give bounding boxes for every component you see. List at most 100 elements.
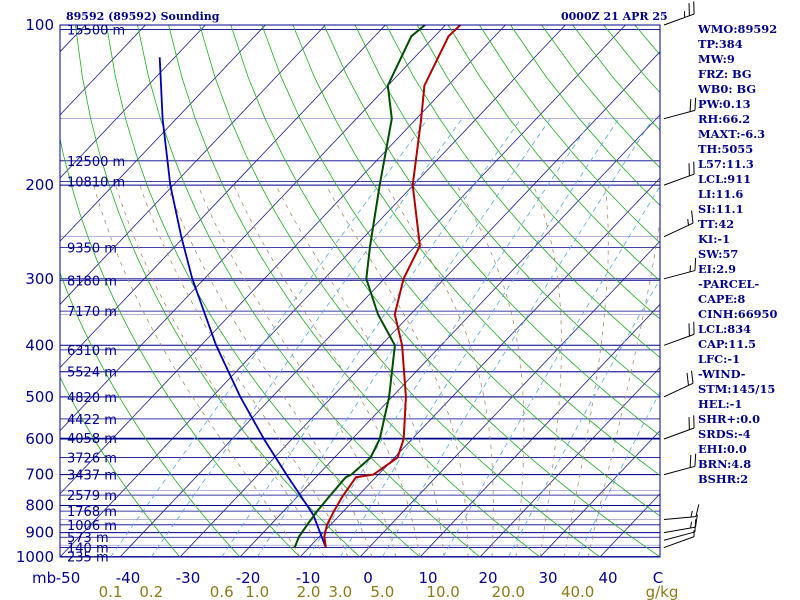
wind-barbs (663, 1, 700, 549)
temperature-tick: -30 (176, 569, 201, 587)
valid-time: 0000Z 21 APR 25 (561, 10, 668, 23)
moist-adiabat (139, 184, 349, 557)
index-line: EHI:0.0 (698, 442, 747, 456)
dry-adiabat (323, 25, 660, 437)
pressure-label: 700 (25, 466, 54, 484)
mixing-ratio-line (256, 118, 551, 557)
barb-flag (687, 218, 689, 226)
moist-adiabat (456, 184, 525, 557)
wind-barb (663, 257, 697, 280)
moist-adiabat (325, 184, 469, 557)
indices-panel: WMO:89592 TP:384 MW:9 FRZ: BG WB0: BG PW:0.13… (698, 22, 798, 487)
pressure-label: 1000 (16, 548, 54, 566)
barb-staff (663, 526, 696, 534)
index-line: TH:5055 (698, 142, 754, 156)
wind-barb (663, 321, 695, 346)
mixing-ratio-label: 0.1 (99, 583, 123, 600)
mixing-ratio-label: 1.0 (245, 583, 269, 600)
index-line: L57:11.3 (698, 157, 754, 171)
isotherm-line (419, 303, 660, 557)
isotherm-line (239, 114, 660, 557)
isotherm-line (60, 25, 386, 369)
barb-flag (689, 265, 691, 272)
barb-staff (663, 13, 695, 26)
index-line: BSHR:2 (698, 472, 749, 486)
mixing-ratio-line (150, 118, 463, 557)
moist-adiabat (563, 185, 609, 557)
index-line: LI:11.6 (698, 187, 744, 201)
mixing-ratio-line (110, 118, 429, 557)
station-title: 89592 (89592) Sounding (66, 10, 220, 23)
wind-barb (663, 504, 700, 520)
parcel-trace (158, 57, 327, 548)
moist-adiabat (197, 184, 397, 557)
index-line: PW:0.13 (698, 97, 751, 111)
temperature-tick: 20 (478, 569, 497, 587)
barb-flag (691, 370, 694, 384)
index-line: SRDS:-4 (698, 427, 751, 441)
barb-staff (663, 516, 696, 520)
temperature-tick: 10 (418, 569, 437, 587)
wind-barb (663, 1, 695, 26)
index-line: LFC:-1 (698, 352, 741, 366)
dewpoint-trace (293, 25, 426, 548)
isotherm-line (60, 25, 326, 305)
barb-flag (695, 514, 698, 528)
pressure-label: 500 (25, 388, 54, 406)
mixing-ratio-line (381, 118, 654, 557)
barb-staff (663, 109, 696, 120)
pressure-label: 900 (25, 524, 54, 542)
dry-adiabat (230, 25, 660, 557)
isotherm-line (299, 177, 660, 557)
barb-flag (694, 453, 697, 467)
temperature-tick: -10 (296, 569, 321, 587)
index-line: TT:42 (698, 217, 735, 231)
height-label: 12500 m (67, 155, 125, 170)
isotherm-line (539, 430, 660, 557)
barb-staff (663, 222, 694, 238)
height-label: 9350 m (67, 242, 117, 257)
index-line: SHR+:0.0 (698, 412, 761, 426)
height-label: 4058 m (67, 432, 117, 447)
barb-staff (663, 531, 696, 541)
dry-adiabat (137, 25, 481, 557)
index-line: WMO:89592 (698, 22, 778, 36)
dry-adiabat (292, 25, 660, 476)
index-line: EI:2.9 (698, 262, 737, 276)
index-line: BRN:4.8 (698, 457, 752, 471)
barb-flag (688, 323, 690, 337)
index-line: LCL:834 (698, 322, 752, 336)
barb-flag (691, 210, 694, 224)
height-label: 7170 m (67, 305, 117, 320)
index-line: LCL:911 (698, 172, 752, 186)
height-label: 15500 m (67, 24, 125, 39)
height-label: 1006 m (67, 519, 117, 534)
barb-flag (694, 97, 697, 111)
index-line: -WIND- (698, 367, 746, 381)
sounding-traces (158, 25, 462, 548)
index-line: FRZ: BG (698, 67, 752, 81)
isotherm-line (60, 25, 266, 242)
temperature-tick: 0 (363, 569, 373, 587)
dry-adiabat (385, 25, 660, 358)
height-label: 140 m (67, 542, 109, 557)
index-line: -PARCEL- (698, 277, 760, 291)
barb-flag (690, 510, 693, 518)
wind-barb (663, 530, 695, 549)
index-line: WB0: BG (698, 82, 757, 96)
height-label: 10810 m (67, 176, 125, 191)
barb-flag (693, 530, 695, 537)
height-label: 2579 m (67, 489, 117, 504)
barb-flag (686, 372, 689, 386)
height-label: 6310 m (67, 344, 117, 359)
barb-flag (694, 257, 697, 271)
temperature-tick: -20 (236, 569, 261, 587)
index-line: STM:145/15 (698, 382, 776, 396)
barb-flag (695, 504, 700, 517)
pressure-label: 600 (25, 430, 54, 448)
index-line: TP:384 (698, 37, 743, 51)
wind-barb (663, 453, 697, 476)
barb-staff (663, 427, 695, 440)
dry-adiabat (60, 271, 241, 557)
isotherm-line (119, 25, 626, 557)
